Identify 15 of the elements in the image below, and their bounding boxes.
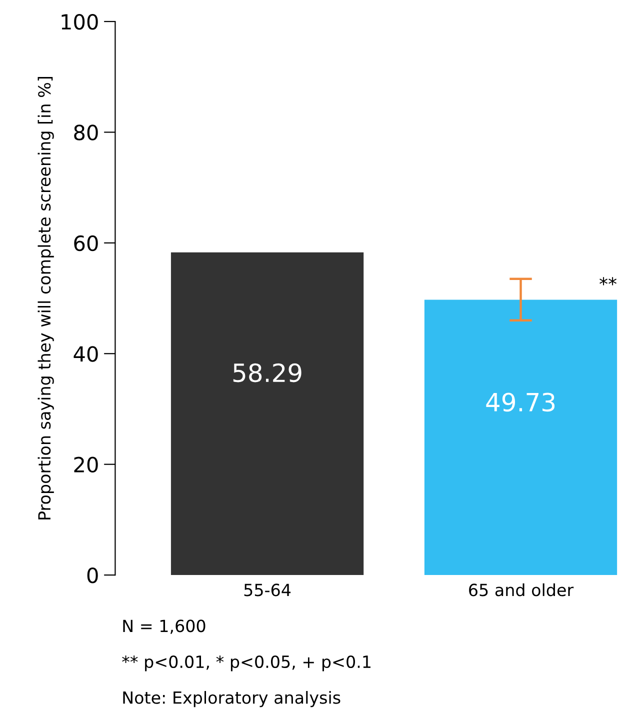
data-label: 49.73	[486, 392, 555, 412]
y-tick-label: 60	[74, 235, 98, 252]
y-tick-label: 80	[74, 124, 98, 140]
x-tick-label: 65 and older	[469, 583, 574, 596]
data-label: 58.29	[233, 363, 302, 382]
y-tick-label: 100	[62, 14, 98, 30]
text: N = 1,600	[123, 620, 206, 634]
annotation: **	[600, 277, 617, 286]
text: Note: Exploratory analysis	[123, 691, 340, 708]
y-tick-label: 0	[87, 567, 98, 584]
y-tick-label: 20	[74, 456, 98, 473]
x-tick-label: 55-64	[244, 584, 291, 596]
y-tick-label: 40	[74, 346, 98, 362]
y-axis-title: Proportion saying they will complete screening [in %]	[38, 77, 54, 520]
text: ** p<0.01, * p<0.05, + p<0.1	[122, 655, 370, 672]
